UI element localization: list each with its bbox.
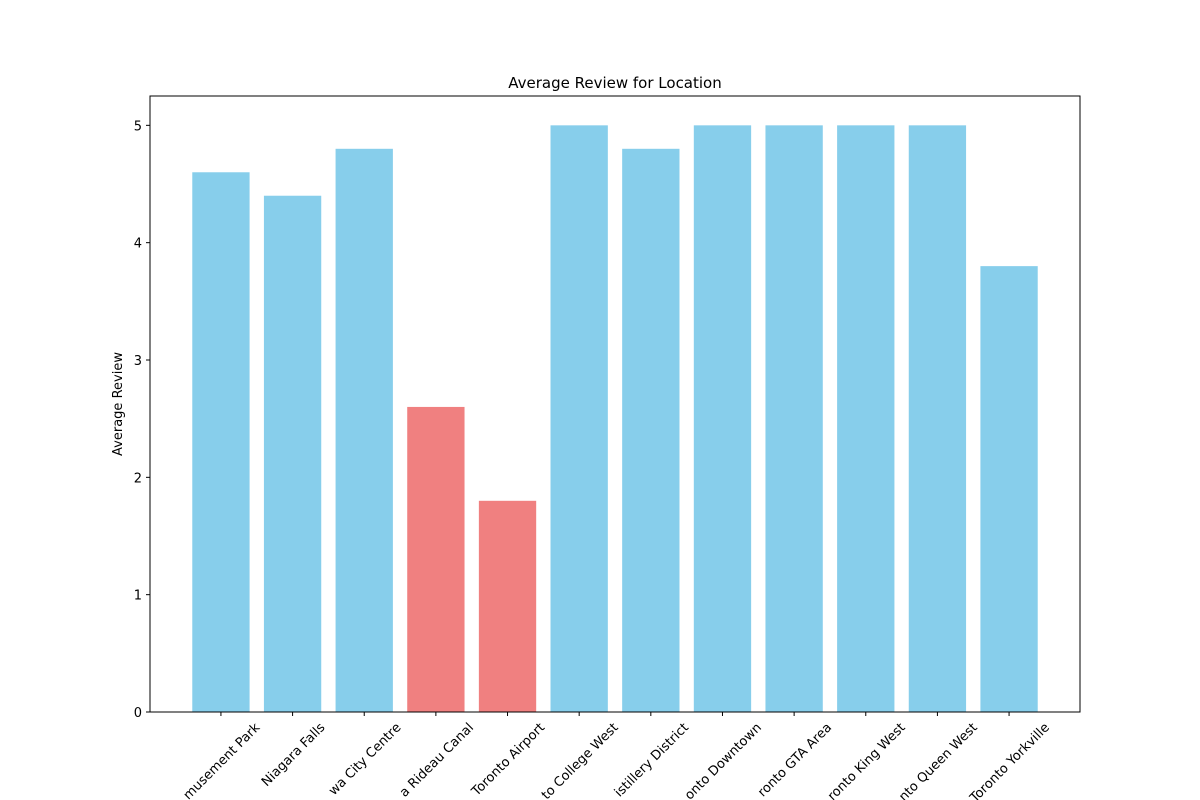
bar — [263, 195, 322, 712]
x-tick-label: ronto GTA Area — [755, 720, 835, 800]
bar — [765, 125, 823, 713]
x-tick-label: onto Downtown — [682, 720, 765, 800]
x-tick-label: nto Queen West — [896, 720, 980, 800]
bar — [478, 500, 537, 712]
bar — [980, 266, 1038, 712]
x-tick-label: musement Park — [181, 720, 264, 800]
y-tick-label: 3 — [134, 354, 142, 369]
x-tick-label: Toronto Airport — [468, 720, 548, 800]
bar — [622, 148, 680, 713]
plot-frame — [149, 95, 1081, 713]
x-tick-label: ronto King West — [825, 720, 909, 800]
x-tick-label: wa City Centre — [326, 720, 404, 798]
y-tick-label: 0 — [134, 706, 142, 721]
chart-title: Average Review for Location — [508, 74, 722, 92]
x-tick-label: Toronto Yorkville — [967, 720, 1053, 800]
y-tick-label: 1 — [134, 589, 142, 604]
y-axis-label: Average Review — [111, 352, 126, 456]
bar — [550, 125, 608, 713]
x-tick-label: to College West — [539, 720, 622, 800]
x-tick-label: istillery District — [612, 720, 692, 800]
bar — [908, 125, 967, 713]
x-tick-label: Niagara Falls — [259, 720, 329, 790]
bar — [837, 125, 895, 713]
x-tick-label: a Rideau Canal — [397, 720, 477, 800]
y-tick-label: 5 — [134, 119, 142, 134]
y-tick-label: 2 — [134, 471, 142, 486]
y-tick-label: 4 — [134, 237, 142, 252]
bar — [693, 125, 752, 713]
bar — [407, 406, 465, 712]
bar — [192, 172, 250, 712]
bar — [335, 148, 393, 713]
